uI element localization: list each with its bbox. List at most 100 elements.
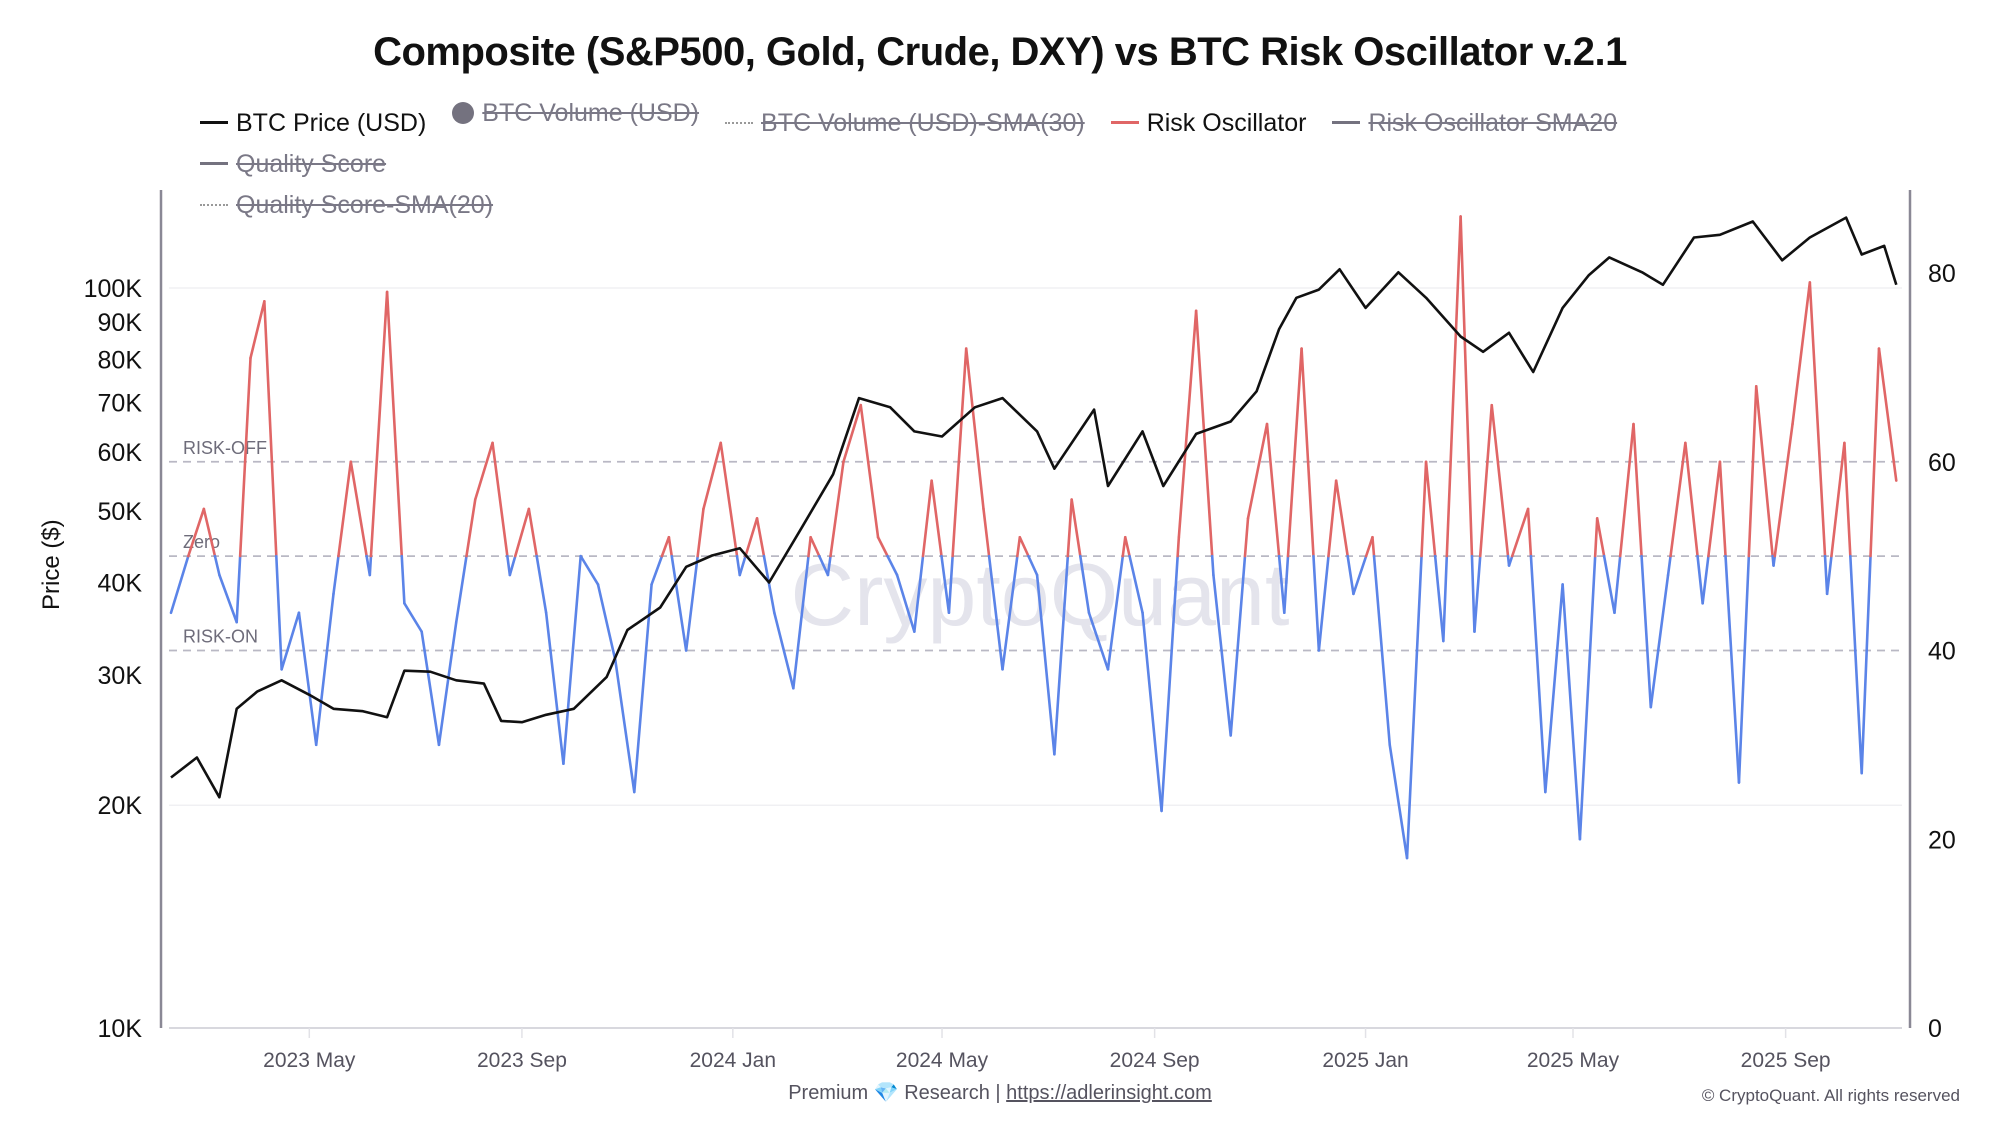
legend-item[interactable]: Risk Oscillator SMA20 (1332, 106, 1617, 140)
y-right-tick-label: 40 (1928, 638, 1956, 666)
legend-label: Quality Score (236, 149, 387, 178)
risk-oscillator-segment-below (1405, 554, 1423, 860)
risk-oscillator-segment-above (921, 479, 933, 558)
risk-oscillator-segment-above (1684, 441, 1699, 558)
risk-oscillator-segment-above (1364, 535, 1374, 558)
risk-oscillator-segment-below (1649, 573, 1670, 709)
legend-item[interactable]: BTC Volume (USD)-SMA(30) (725, 106, 1085, 140)
legend-label: BTC Volume (USD)-SMA(30) (761, 109, 1085, 137)
risk-oscillator-segment-below (684, 554, 699, 652)
x-tick-label: 2025 Jan (1322, 1049, 1408, 1072)
footer-link[interactable]: https://adlerinsight.com (1006, 1082, 1212, 1104)
legend-swatch (1332, 121, 1361, 124)
risk-oscillator-segment-below (1372, 554, 1392, 747)
risk-oscillator-segment-below (1442, 554, 1449, 643)
risk-oscillator-segment-below (1087, 611, 1110, 671)
risk-oscillator-segment-above (1510, 507, 1530, 558)
risk-oscillator-segment-above (1327, 479, 1338, 558)
risk-oscillator-segment-below (1613, 554, 1622, 615)
risk-oscillator-segment-below (1473, 554, 1482, 633)
risk-oscillator-segment-below (1529, 554, 1547, 794)
risk-oscillator-segment-below (218, 573, 238, 624)
risk-oscillator-segment-above (349, 460, 368, 558)
legend-swatch (200, 121, 228, 124)
risk-oscillator-segment-above (755, 517, 766, 558)
risk-oscillator-segment-above (859, 403, 880, 539)
risk-oscillator-segment-above (809, 535, 821, 558)
risk-oscillator-segment-below (1210, 554, 1215, 577)
y-right-tick-label: 80 (1928, 260, 1956, 288)
risk-oscillator-segment-below (947, 554, 954, 615)
risk-oscillator-segment-below (1561, 583, 1582, 841)
legend-item[interactable]: Quality Score (200, 147, 386, 181)
risk-oscillator-segment-above (1246, 422, 1269, 520)
risk-oscillator-segment-below (280, 611, 301, 671)
legend-label: Risk Oscillator SMA20 (1368, 108, 1618, 137)
risk-oscillator-segment-above (1334, 479, 1349, 558)
risk-oscillator-segment-below (562, 554, 583, 766)
risk-oscillator-segment-above (238, 356, 252, 558)
btc-price-line (170, 216, 1898, 799)
risk-oscillator-segment-below (544, 611, 565, 766)
risk-oscillator-segment-below (1578, 554, 1597, 841)
y-left-tick-label: 50K (98, 498, 143, 526)
risk-oscillator-segment-above (1445, 215, 1462, 558)
risk-oscillator-segment-below (735, 554, 742, 577)
risk-oscillator-segment-below (314, 592, 335, 747)
risk-oscillator-segment-below (275, 554, 283, 671)
risk-oscillator-segment-above (186, 507, 206, 558)
risk-oscillator-segment-below (940, 554, 951, 615)
risk-oscillator-segment-above (1070, 498, 1082, 558)
risk-oscillator-segment-above (473, 441, 494, 501)
risk-oscillator-segment-below (1640, 554, 1653, 709)
legend-item[interactable]: BTC Volume (USD) (452, 96, 699, 130)
risk-oscillator-segment-above (807, 535, 812, 558)
risk-oscillator-segment-above (1016, 535, 1022, 558)
risk-oscillator-segment-below (817, 554, 830, 577)
risk-oscillator-segment-below (826, 554, 832, 577)
y-left-tick-label: 30K (98, 662, 143, 690)
risk-oscillator-segment-above (829, 460, 845, 558)
risk-oscillator-segment-below (213, 554, 221, 577)
risk-oscillator-segment-above (702, 441, 723, 511)
risk-oscillator-segment-below (1312, 554, 1321, 652)
y-left-tick-label: 90K (98, 309, 143, 337)
risk-oscillator-segment-below (1212, 573, 1233, 737)
risk-oscillator-segment-above (1018, 535, 1030, 558)
legend-item[interactable]: Quality Score-SMA(20) (200, 188, 493, 222)
risk-oscillator-segment-above (1490, 403, 1510, 558)
legend-swatch (725, 122, 754, 124)
footer: Premium 💎 Research | https://adlerinsigh… (0, 1080, 2000, 1105)
risk-oscillator-segment-above (369, 290, 389, 558)
legend-label: BTC Volume (USD) (482, 99, 700, 127)
y-left-tick-label: 100K (84, 275, 143, 303)
risk-oscillator-segment-above (1718, 460, 1727, 558)
risk-oscillator-segment-below (773, 611, 795, 690)
risk-oscillator-segment-above (465, 498, 477, 558)
copyright: © CryptoQuant. All rights reserved (1701, 1086, 1960, 1105)
risk-oscillator-segment-below (1079, 554, 1091, 615)
risk-oscillator-segment-above (1194, 309, 1214, 558)
reference-label: RISK-OFF (183, 438, 267, 458)
footer-premium: Premium (788, 1082, 869, 1104)
risk-oscillator-segment-below (650, 554, 664, 586)
risk-oscillator-segment-below (1433, 554, 1445, 643)
risk-oscillator-segment-below (1772, 554, 1777, 567)
risk-oscillator-segment-below (368, 554, 373, 577)
risk-oscillator-segment-below (1283, 554, 1290, 615)
x-tick-label: 2023 May (263, 1049, 356, 1072)
chart-title: Composite (S&P500, Gold, Crude, DXY) vs … (373, 30, 1627, 74)
risk-oscillator-segment-above (1265, 422, 1281, 558)
risk-oscillator-segment-above (1632, 422, 1643, 558)
risk-oscillator-segment-above (337, 460, 353, 558)
legend-swatch (1110, 121, 1139, 124)
risk-oscillator-segment-above (930, 479, 943, 558)
y-left-tick-label: 70K (98, 390, 143, 418)
legend-item[interactable]: Risk Oscillator (1110, 106, 1306, 140)
risk-oscillator-segment-below (1053, 554, 1070, 756)
legend-item[interactable]: BTC Price (USD) (200, 106, 426, 140)
risk-oscillator-segment-below (1001, 554, 1019, 671)
risk-oscillator-segment-below (1849, 554, 1863, 775)
risk-oscillator-segment-above (1459, 215, 1474, 558)
